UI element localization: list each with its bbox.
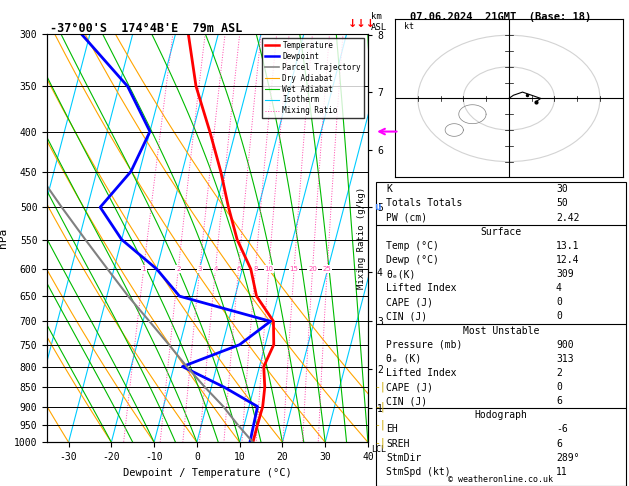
Text: 50: 50 <box>556 198 568 208</box>
Y-axis label: hPa: hPa <box>0 228 8 248</box>
Text: θₑ(K): θₑ(K) <box>386 269 416 279</box>
Text: 20: 20 <box>308 266 317 272</box>
Text: 0: 0 <box>556 312 562 321</box>
Text: u: u <box>374 202 381 212</box>
Text: Lifted Index: Lifted Index <box>386 368 457 378</box>
Text: -|: -| <box>374 437 386 448</box>
Text: 2: 2 <box>556 368 562 378</box>
Text: EH: EH <box>386 424 398 434</box>
Text: K: K <box>386 184 392 194</box>
Text: 900: 900 <box>556 340 574 350</box>
Text: Temp (°C): Temp (°C) <box>386 241 439 251</box>
Text: 1: 1 <box>142 266 146 272</box>
Text: Dewp (°C): Dewp (°C) <box>386 255 439 265</box>
Text: 6: 6 <box>556 439 562 449</box>
Text: 309: 309 <box>556 269 574 279</box>
Text: 2: 2 <box>176 266 181 272</box>
Text: CAPE (J): CAPE (J) <box>386 382 433 392</box>
Text: LCL: LCL <box>371 445 386 454</box>
Text: 2.42: 2.42 <box>556 212 579 223</box>
Text: -6: -6 <box>556 424 568 434</box>
Text: 12.4: 12.4 <box>556 255 579 265</box>
Text: Most Unstable: Most Unstable <box>463 326 539 336</box>
Text: -37°00'S  174°4B'E  79m ASL: -37°00'S 174°4B'E 79m ASL <box>50 22 243 35</box>
Text: -|: -| <box>374 419 386 430</box>
Text: PW (cm): PW (cm) <box>386 212 427 223</box>
Text: 8: 8 <box>253 266 258 272</box>
Text: Mixing Ratio (g/kg): Mixing Ratio (g/kg) <box>357 187 366 289</box>
Text: km
ASL: km ASL <box>371 12 387 32</box>
Text: 10: 10 <box>264 266 274 272</box>
Text: 25: 25 <box>323 266 331 272</box>
Text: 11: 11 <box>556 467 568 477</box>
X-axis label: Dewpoint / Temperature (°C): Dewpoint / Temperature (°C) <box>123 468 292 478</box>
Text: -|: -| <box>374 382 386 392</box>
Text: © weatheronline.co.uk: © weatheronline.co.uk <box>448 474 554 484</box>
Text: 13.1: 13.1 <box>556 241 579 251</box>
Text: 289°: 289° <box>556 453 579 463</box>
Text: CIN (J): CIN (J) <box>386 396 427 406</box>
Text: Hodograph: Hodograph <box>474 410 528 420</box>
Text: Pressure (mb): Pressure (mb) <box>386 340 462 350</box>
Text: Totals Totals: Totals Totals <box>386 198 462 208</box>
Text: SREH: SREH <box>386 439 409 449</box>
Text: CAPE (J): CAPE (J) <box>386 297 433 307</box>
Text: Surface: Surface <box>481 226 521 237</box>
Text: 15: 15 <box>290 266 299 272</box>
Text: CIN (J): CIN (J) <box>386 312 427 321</box>
Text: StmDir: StmDir <box>386 453 421 463</box>
Text: 313: 313 <box>556 354 574 364</box>
Text: 07.06.2024  21GMT  (Base: 18): 07.06.2024 21GMT (Base: 18) <box>410 12 592 22</box>
Text: StmSpd (kt): StmSpd (kt) <box>386 467 451 477</box>
Text: 6: 6 <box>556 396 562 406</box>
Text: kt: kt <box>404 22 414 31</box>
Text: Lifted Index: Lifted Index <box>386 283 457 293</box>
Text: -|: -| <box>374 401 386 412</box>
Text: 0: 0 <box>556 382 562 392</box>
Text: 4: 4 <box>213 266 218 272</box>
Text: 0: 0 <box>556 297 562 307</box>
Text: θₑ (K): θₑ (K) <box>386 354 421 364</box>
Text: ↓↓↓: ↓↓↓ <box>348 19 376 29</box>
Legend: Temperature, Dewpoint, Parcel Trajectory, Dry Adiabat, Wet Adiabat, Isotherm, Mi: Temperature, Dewpoint, Parcel Trajectory… <box>262 38 364 119</box>
Text: 4: 4 <box>556 283 562 293</box>
Text: 30: 30 <box>556 184 568 194</box>
Text: 3: 3 <box>198 266 202 272</box>
Text: 6: 6 <box>237 266 241 272</box>
